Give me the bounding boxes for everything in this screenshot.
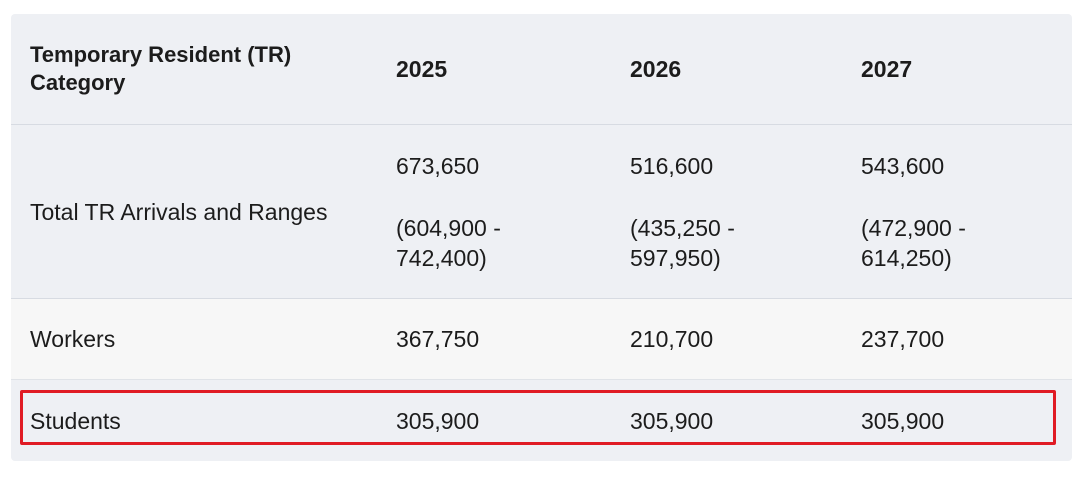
table-cell: 237,700: [861, 299, 1061, 379]
cell-range-line1: (604,900 -: [396, 214, 501, 241]
table-row-total: Total TR Arrivals and Ranges 673,650 (60…: [11, 125, 1072, 299]
row-category-label: Workers: [30, 326, 116, 352]
tr-arrivals-table: Temporary Resident (TR) Category 2025 20…: [11, 14, 1072, 461]
table-cell: 305,900: [396, 380, 606, 461]
table-cell: 673,650 (604,900 - 742,400): [396, 125, 606, 298]
header-category: Temporary Resident (TR) Category: [30, 14, 370, 124]
table-header-row: Temporary Resident (TR) Category 2025 20…: [11, 14, 1072, 125]
row-category: Total TR Arrivals and Ranges: [30, 125, 370, 298]
cell-range-line2: 614,250): [861, 244, 952, 271]
table-cell: 210,700: [630, 299, 840, 379]
cell-value: 305,900: [630, 407, 714, 434]
header-year-2026: 2026: [630, 14, 840, 124]
table-cell: 516,600 (435,250 - 597,950): [630, 125, 840, 298]
row-category-label: Total TR Arrivals and Ranges: [30, 198, 328, 225]
row-category: Workers: [30, 299, 370, 379]
cell-value: 673,650: [396, 152, 480, 179]
row-category: Students: [30, 380, 370, 461]
table-row-workers: Workers 367,750 210,700 237,700: [11, 299, 1072, 380]
cell-range-line2: 742,400): [396, 244, 487, 271]
cell-value: 210,700: [630, 326, 714, 352]
cell-range-line2: 597,950): [630, 244, 721, 271]
header-year-label: 2027: [861, 56, 913, 82]
cell-value: 516,600: [630, 152, 714, 179]
cell-value: 367,750: [396, 326, 480, 352]
header-year-label: 2025: [396, 56, 448, 82]
header-year-2027: 2027: [861, 14, 1061, 124]
cell-value: 543,600: [861, 152, 945, 179]
table-cell: 305,900: [861, 380, 1061, 461]
table-cell: 543,600 (472,900 - 614,250): [861, 125, 1061, 298]
header-year-2025: 2025: [396, 14, 606, 124]
cell-value: 305,900: [861, 407, 945, 434]
cell-value: 305,900: [396, 407, 480, 434]
row-category-label: Students: [30, 407, 121, 434]
cell-range-line1: (472,900 -: [861, 214, 966, 241]
cell-range-line1: (435,250 -: [630, 214, 735, 241]
table-row-students: Students 305,900 305,900 305,900: [11, 380, 1072, 461]
header-year-label: 2026: [630, 56, 682, 82]
table-cell: 367,750: [396, 299, 606, 379]
cell-value: 237,700: [861, 326, 945, 352]
table-cell: 305,900: [630, 380, 840, 461]
header-category-label: Temporary Resident (TR) Category: [30, 42, 292, 95]
